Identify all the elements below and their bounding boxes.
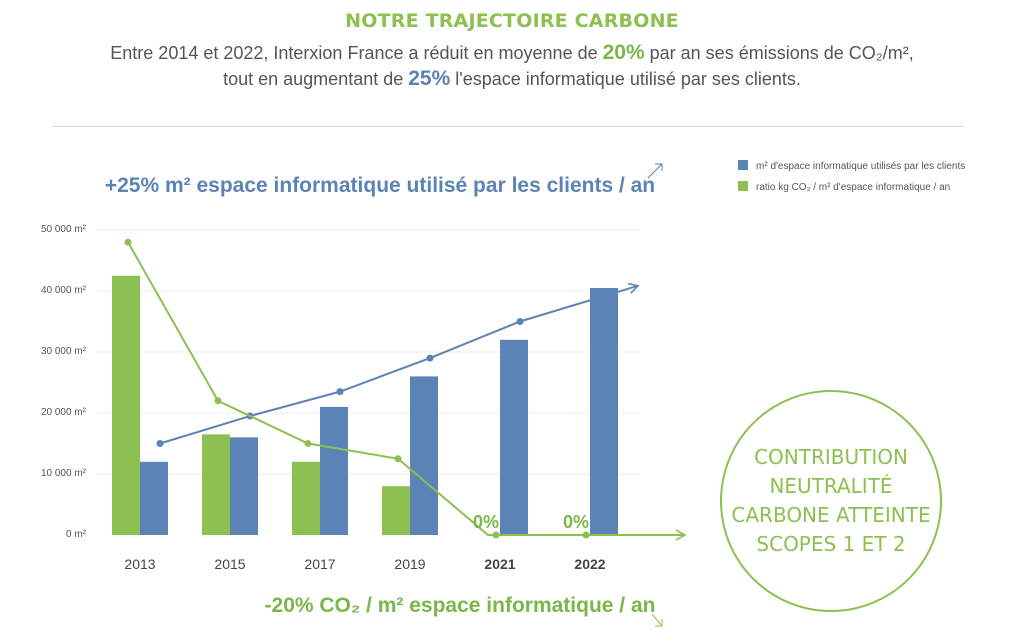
y-tick-label: 40 000 m² (41, 285, 87, 296)
badge-text: CONTRIBUTION NEUTRALITÉ CARBONE ATTEINTE… (731, 445, 931, 556)
blue-annotation-arrow-head (655, 163, 663, 171)
intro-line-2: tout en augmentant de 25% l'espace infor… (0, 66, 1024, 92)
green-trend-point (304, 440, 312, 447)
blue-annotation-arrow (647, 163, 663, 179)
bars (112, 275, 618, 535)
bar-green (112, 275, 140, 535)
x-tick-label: 2017 (304, 556, 335, 572)
bar-blue (500, 339, 528, 535)
trend-lines (124, 238, 687, 541)
x-axis-ticks: 2013 2015 2017 2019 2021 2022 (124, 556, 605, 572)
intro-line-2-end: l'espace informatique utilisé par ses cl… (450, 69, 801, 89)
y-axis-ticks: 0 m² 10 000 m² 20 000 m² 30 000 m² 40 000 m²… (41, 224, 87, 540)
bar-green (382, 486, 410, 535)
legend-label-green: ratio kg CO₂ / m² d'espace informatique … (756, 182, 950, 193)
green-trend-point (582, 531, 590, 539)
bar-blue (590, 287, 618, 535)
blue-trend-point (516, 318, 524, 325)
intro-line-1-start: Entre 2014 et 2022, Interxion France a r… (110, 43, 603, 63)
green-trend-point (214, 397, 222, 405)
page-title: NOTRE TRAJECTOIRE CARBONE (345, 10, 679, 32)
green-annotation-arrow-head (655, 619, 663, 627)
y-tick-label: 20 000 m² (41, 407, 87, 418)
blue-annotation: +25% m² espace informatique utilisé par … (105, 174, 655, 197)
carbon-neutrality-badge: CONTRIBUTION NEUTRALITÉ CARBONE ATTEINTE… (720, 390, 942, 612)
bar-blue (410, 376, 438, 535)
bar-blue (230, 437, 258, 535)
x-tick-label: 2015 (214, 556, 245, 572)
zero-percent-label: 0% (473, 512, 499, 532)
zero-percent-label: 0% (563, 512, 589, 532)
green-annotation: -20% CO₂ / m² espace informatique / an (265, 594, 656, 617)
emissions-reduction-percent: 20% (602, 41, 645, 64)
intro-line-1: Entre 2014 et 2022, Interxion France a r… (0, 40, 1024, 66)
intro-line-1-end: par an ses émissions de CO₂/m², (644, 43, 914, 63)
x-tick-label: 2021 (484, 556, 515, 572)
legend-label-blue: m² d'espace informatique utilisés par le… (756, 161, 965, 172)
blue-trend-line (159, 282, 640, 445)
blue-trend-point (156, 440, 164, 447)
blue-trend-point (336, 388, 344, 396)
green-trend-point (492, 531, 500, 539)
green-trend-point (394, 455, 402, 463)
blue-trend-point (426, 354, 434, 362)
bar-blue (320, 406, 348, 535)
bar-green (292, 461, 320, 535)
bar-green (202, 434, 230, 535)
y-tick-label: 0 m² (66, 529, 87, 540)
divider (52, 126, 964, 127)
intro-text: Entre 2014 et 2022, Interxion France a r… (0, 40, 1024, 92)
y-tick-label: 30 000 m² (41, 346, 87, 357)
x-tick-label: 2019 (394, 556, 425, 572)
x-tick-label: 2013 (124, 556, 155, 572)
legend-swatch-blue (738, 160, 748, 170)
space-growth-percent: 25% (408, 67, 451, 90)
green-annotation-arrow (651, 613, 663, 627)
green-trend-point (124, 238, 132, 246)
bar-blue (140, 461, 168, 535)
y-tick-label: 50 000 m² (41, 224, 87, 235)
x-tick-label: 2022 (574, 556, 605, 572)
legend: m² d'espace informatique utilisés par le… (738, 160, 965, 193)
y-tick-label: 10 000 m² (41, 468, 87, 479)
intro-line-2-start: tout en augmentant de (223, 69, 409, 89)
legend-swatch-green (738, 181, 748, 191)
gridlines (96, 229, 640, 475)
zero-labels: 0% 0% (473, 512, 589, 532)
